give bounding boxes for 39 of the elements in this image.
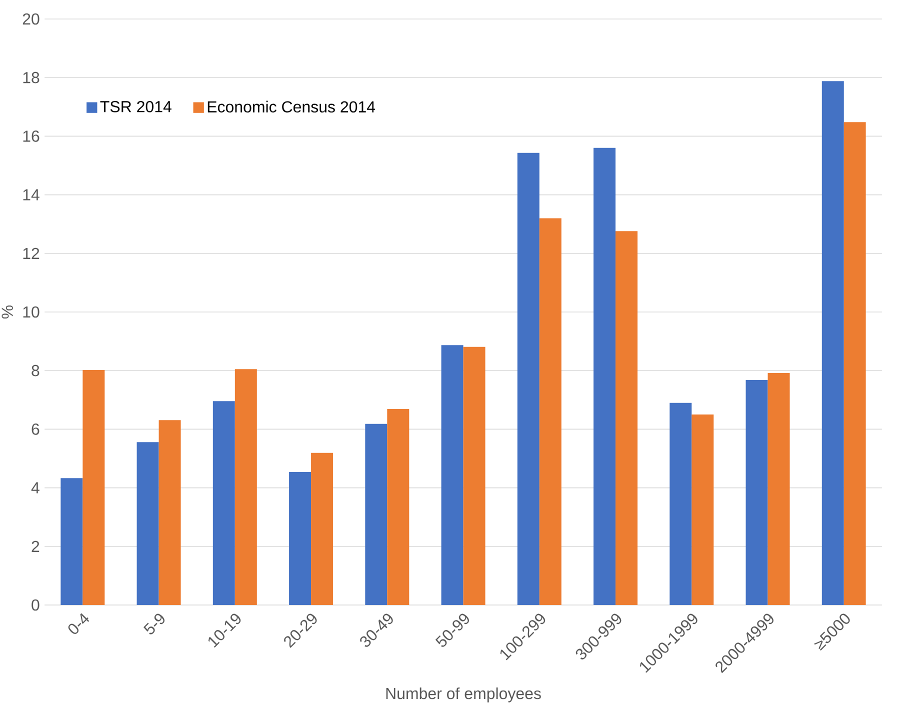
- y-tick-label: 6: [32, 424, 40, 435]
- y-tick-label: 0: [32, 599, 40, 611]
- y-tick-label: 8: [32, 364, 40, 376]
- bar: [387, 408, 410, 605]
- bar: [746, 380, 768, 605]
- bar: [844, 122, 866, 605]
- bar: [616, 231, 638, 605]
- y-axis-title: %: [2, 305, 13, 319]
- bar: [670, 402, 692, 605]
- bar: [289, 472, 312, 605]
- y-tick-label: 20: [22, 13, 40, 25]
- y-tick-label: 4: [31, 482, 40, 494]
- bar: [441, 345, 464, 605]
- bar: [463, 346, 486, 605]
- bar: [365, 424, 388, 605]
- bar: [822, 81, 844, 605]
- bar: [234, 369, 257, 605]
- bar: [212, 401, 235, 605]
- bar: [60, 478, 83, 605]
- y-tick-label: 14: [23, 189, 40, 200]
- legend-label: TSR 2014: [100, 100, 172, 112]
- bar: [136, 442, 159, 605]
- bar: [82, 370, 105, 605]
- bar: [692, 414, 714, 605]
- bar: [158, 420, 181, 605]
- y-tick-label: 18: [23, 72, 40, 84]
- x-tick-label: 0-4: [68, 613, 90, 634]
- x-axis-title: Number of employees: [386, 687, 541, 702]
- y-tick-label: 2: [32, 540, 40, 552]
- legend-label: Economic Census 2014: [208, 100, 376, 113]
- bar: [539, 218, 562, 605]
- y-tick-label: 16: [23, 130, 40, 142]
- y-tick-label: 10: [23, 306, 40, 318]
- x-tick-label: 5-9: [144, 614, 165, 634]
- bar: [594, 148, 616, 605]
- bar: [768, 372, 790, 605]
- bar: [517, 152, 540, 605]
- y-tick-label: 12: [23, 248, 40, 259]
- bar: [311, 452, 334, 605]
